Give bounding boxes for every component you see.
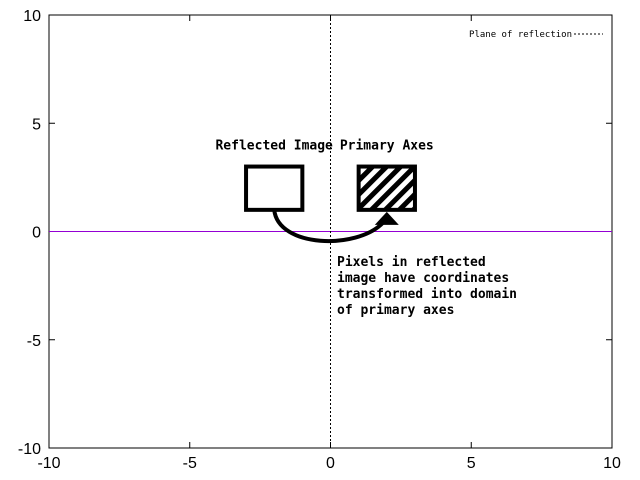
x-tick-label: -10 (37, 455, 60, 472)
y-tick-label: -5 (27, 333, 41, 350)
x-tick-label: 0 (326, 455, 335, 472)
x-axis: -10 -5 0 5 10 (37, 15, 621, 472)
x-tick-label: 10 (603, 455, 621, 472)
hatch-line (441, 167, 484, 210)
reflected-image-box: Reflected Image (215, 139, 333, 212)
transform-arrow (272, 209, 385, 244)
hatch-line (358, 166, 375, 185)
hatch-line (358, 166, 403, 210)
hatch-line (427, 167, 470, 210)
legend-entry: Plane of reflection (469, 30, 572, 40)
hatch-line (455, 167, 498, 210)
annotation-line: of primary axes (337, 303, 454, 318)
hatch-line (383, 176, 415, 210)
box-outline (356, 164, 417, 212)
legend: Plane of reflection (469, 30, 603, 40)
x-tick-label: 5 (467, 455, 476, 472)
annotation-line: Pixels in reflected (337, 255, 486, 270)
boxes: Reflected Image Primary Axes (215, 139, 498, 212)
y-tick-label: -10 (18, 441, 41, 458)
annotation-line: transformed into domain (337, 287, 517, 302)
hatch-line (358, 166, 361, 171)
primary-axes-box: Primary Axes (340, 139, 498, 212)
box-outline (244, 164, 305, 212)
y-tick-label: 5 (32, 116, 41, 133)
hatch-pattern (358, 166, 498, 210)
y-tick-label: 0 (32, 225, 41, 242)
y-tick-label: 10 (23, 8, 41, 25)
y-axis: -10 -5 0 5 10 (18, 8, 612, 458)
box-label: Reflected Image (215, 139, 333, 154)
hatch-line (358, 166, 389, 199)
transform-arrow-head (374, 211, 399, 225)
hatch-line (411, 204, 415, 210)
annotation: Pixels in reflected image have coordinat… (337, 255, 517, 318)
hatch-line (369, 166, 415, 210)
hatch-line (397, 190, 415, 210)
x-tick-label: -5 (183, 455, 197, 472)
annotation-line: image have coordinates (337, 271, 509, 286)
box-label: Primary Axes (340, 139, 434, 154)
